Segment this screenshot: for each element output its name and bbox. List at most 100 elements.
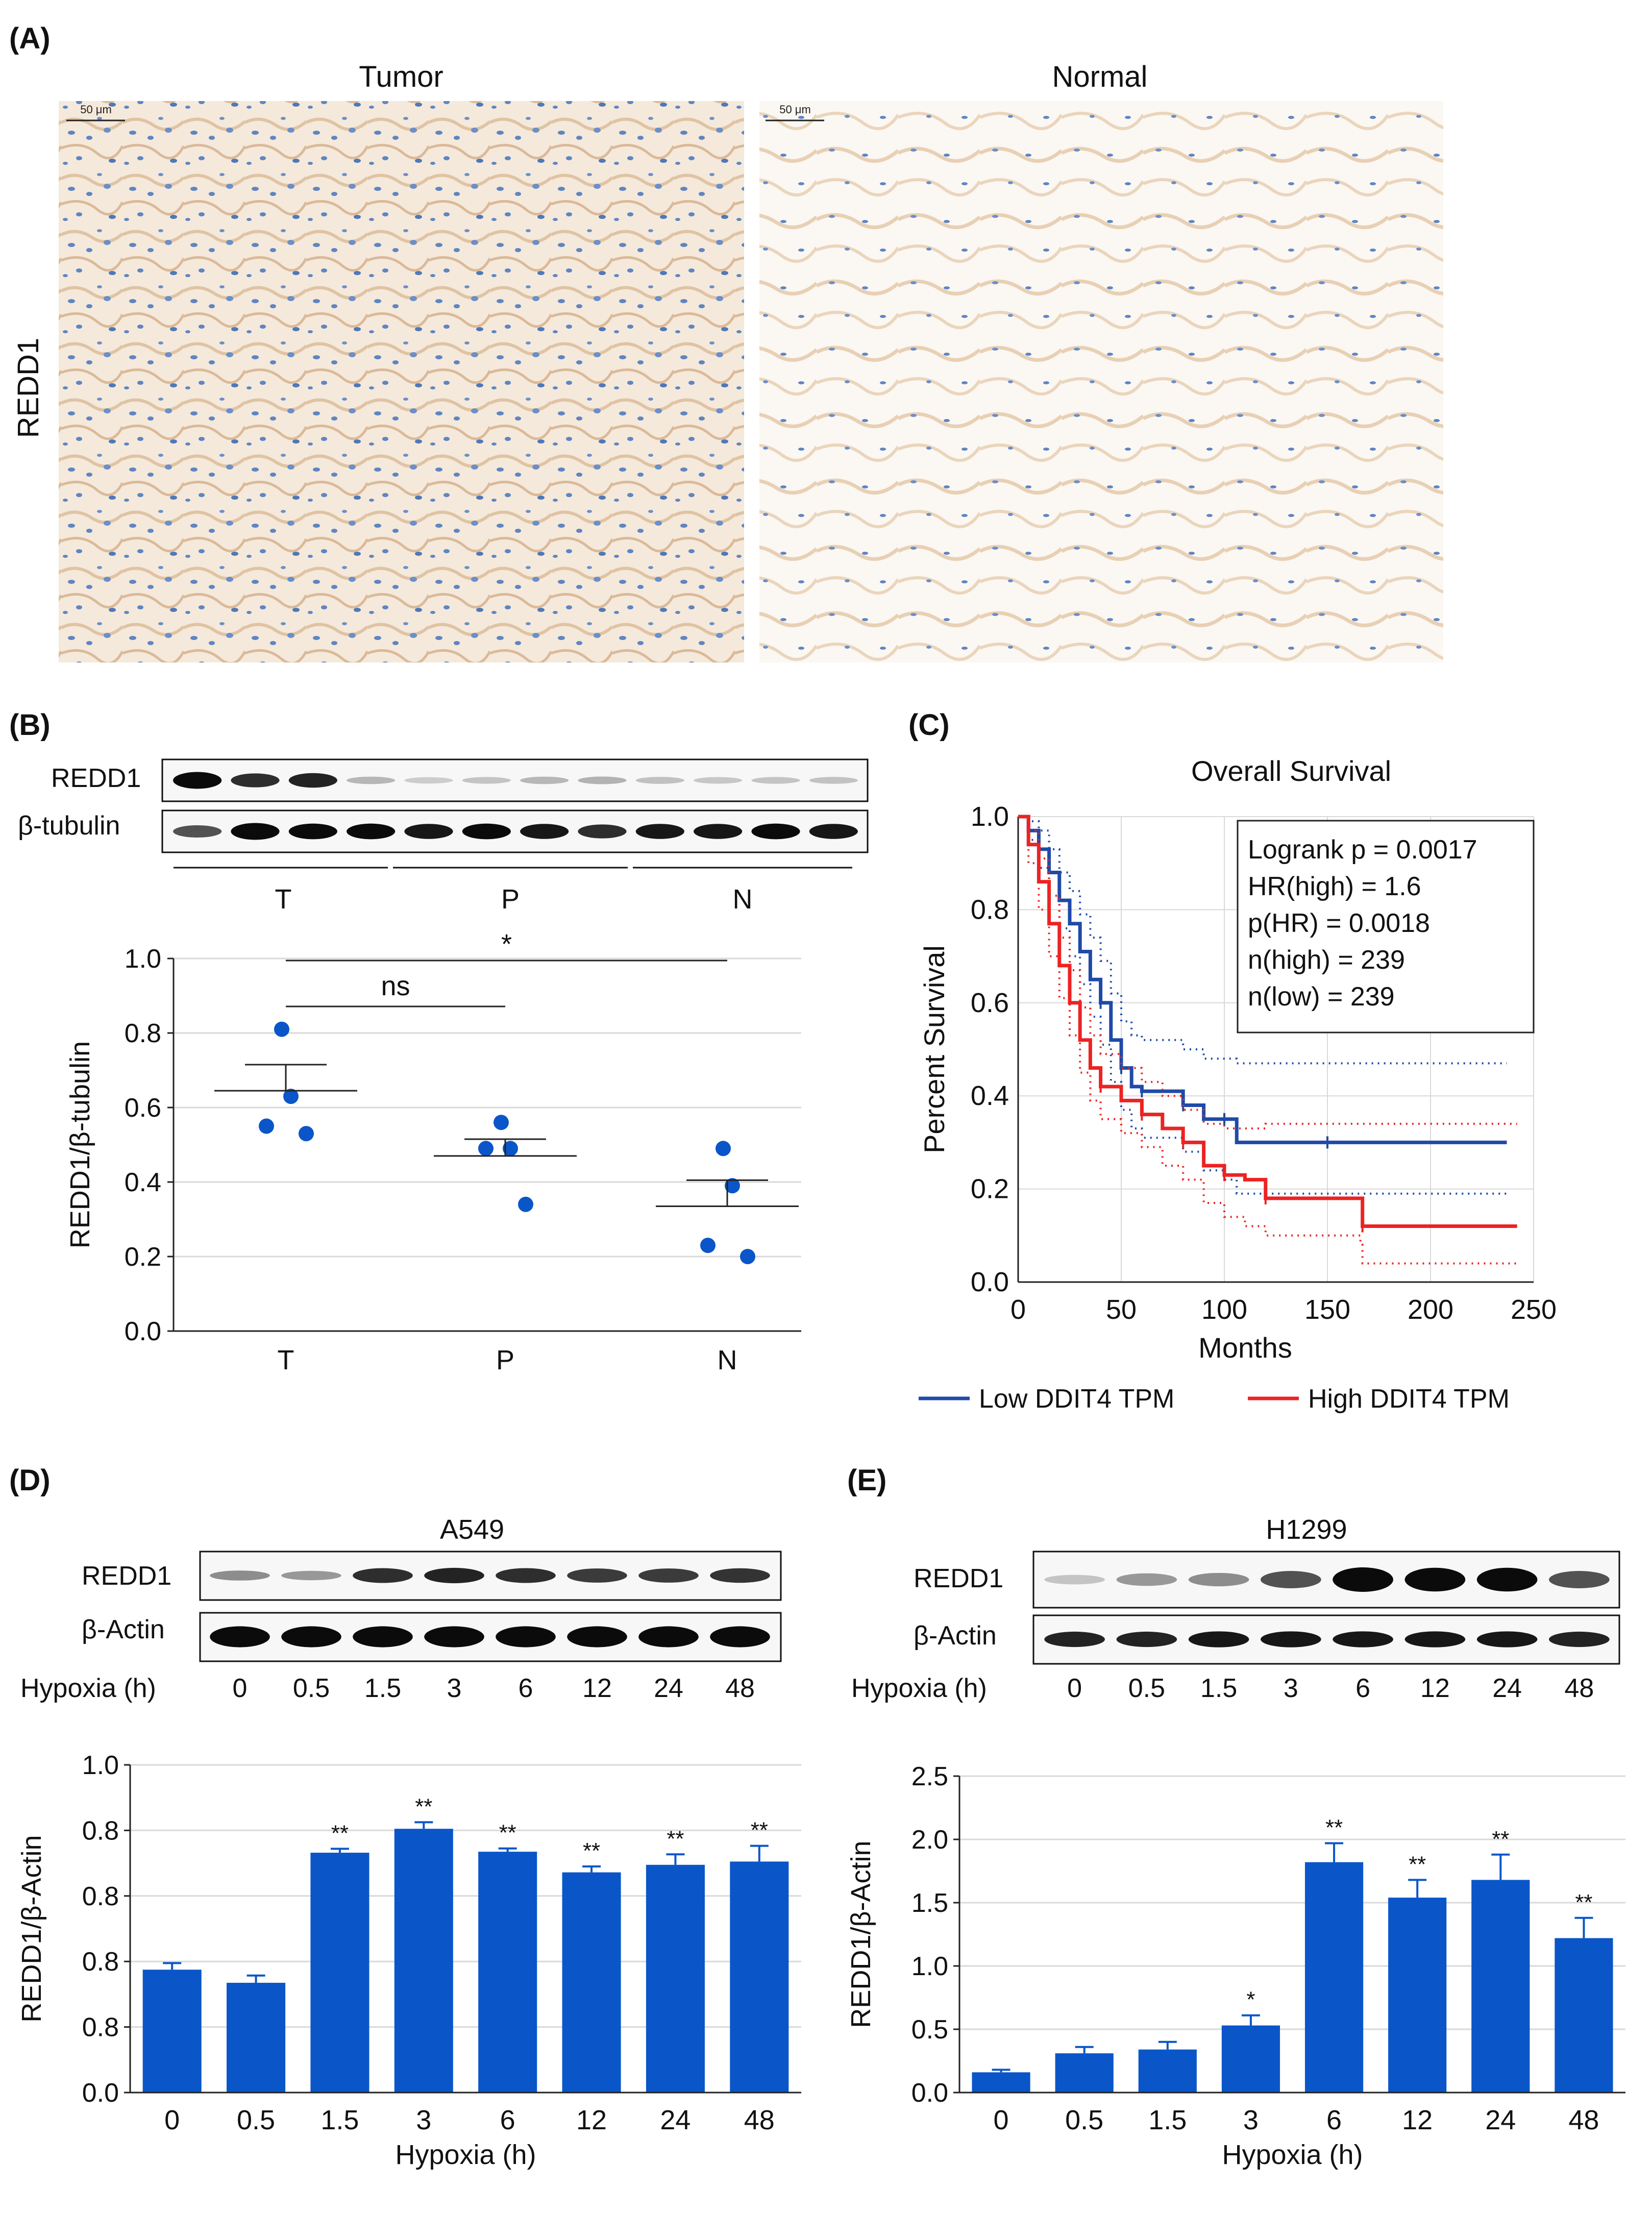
chart-d-bar-2 bbox=[310, 1853, 369, 2093]
blot-e-actin-label: β-Actin bbox=[914, 1621, 997, 1651]
blot-d-time-1: 0.5 bbox=[293, 1674, 330, 1703]
blot-d-redd1-band-7 bbox=[710, 1568, 770, 1583]
blot-b-tubulin-band-4 bbox=[404, 824, 453, 839]
panel-b: (B) REDD1 β-tubulin T P N 0.00.20.40.60.… bbox=[9, 708, 869, 1375]
chart-c-legend-label-1: High DDIT4 TPM bbox=[1308, 1384, 1510, 1414]
chart-e-ytick-label-4: 2.0 bbox=[911, 1825, 948, 1855]
blot-e-time-5: 12 bbox=[1420, 1674, 1450, 1703]
chart-c-xtick-label-0: 0 bbox=[1010, 1294, 1026, 1325]
panel-e: (E) H1299 REDD1 β-Actin Hypoxia (h) 0 0.5… bbox=[846, 1464, 1625, 2170]
blot-e-redd1-band-3 bbox=[1261, 1571, 1321, 1588]
chart-e-xtick-label-1: 0.5 bbox=[1065, 2105, 1103, 2135]
blot-b-redd1-band-7 bbox=[578, 776, 627, 784]
chart-b-ytick-label-2: 0.4 bbox=[125, 1168, 161, 1197]
blot-b-group-N: N bbox=[733, 884, 753, 915]
chart-d-xtick-label-4: 6 bbox=[500, 2105, 515, 2135]
blot-e-redd1-band-6 bbox=[1476, 1567, 1538, 1592]
chart-d-ytick-label-1: 0.8 bbox=[82, 2013, 119, 2043]
normal-scale-bar: 50 μm bbox=[766, 103, 824, 121]
blot-d-actin-band-6 bbox=[638, 1626, 699, 1647]
panel-a: (A) Tumor Normal REDD1 50 μm 50 μm bbox=[9, 22, 1443, 662]
chart-d-bar-0 bbox=[142, 1970, 202, 2093]
panel-b-label: (B) bbox=[9, 708, 51, 742]
chart-d-bar-3 bbox=[394, 1829, 453, 2093]
chart-c-stat-1: HR(high) = 1.6 bbox=[1248, 872, 1421, 901]
chart-d-bar-4 bbox=[478, 1852, 537, 2093]
tumor-title: Tumor bbox=[359, 60, 443, 93]
chart-e-ytick-label-2: 1.0 bbox=[911, 1952, 948, 1981]
chart-b-point-T-0 bbox=[274, 1021, 289, 1037]
chart-c-ytick-label-2: 0.4 bbox=[971, 1080, 1009, 1111]
chart-b-point-P-3 bbox=[518, 1196, 533, 1212]
chart-d-sig-7: ** bbox=[751, 1818, 768, 1843]
chart-e-xtick-label-3: 3 bbox=[1243, 2105, 1259, 2135]
chart-c-ytick-label-4: 0.8 bbox=[971, 894, 1009, 925]
chart-b-point-N-3 bbox=[740, 1249, 755, 1264]
chart-d-bar-5 bbox=[562, 1872, 621, 2093]
chart-c-xlabel: Months bbox=[1198, 1332, 1292, 1364]
blot-e-time-3: 3 bbox=[1284, 1674, 1298, 1703]
blot-d-time-3: 3 bbox=[447, 1674, 462, 1703]
panel-c-label: (C) bbox=[908, 708, 950, 742]
blot-e-time-1: 0.5 bbox=[1128, 1674, 1165, 1703]
blot-b-redd1-band-11 bbox=[809, 777, 858, 784]
chart-e-ytick-label-3: 1.5 bbox=[911, 1888, 948, 1918]
blot-b-redd1-band-8 bbox=[635, 777, 684, 784]
blot-d-cell-line: A549 bbox=[440, 1514, 504, 1545]
chart-c-stat-0: Logrank p = 0.0017 bbox=[1248, 835, 1477, 865]
blot-b-tubulin-band-9 bbox=[694, 824, 743, 839]
blot-e-cell-line: H1299 bbox=[1266, 1514, 1347, 1545]
blot-e-time-2: 1.5 bbox=[1200, 1674, 1237, 1703]
panel-e-label: (E) bbox=[847, 1464, 886, 1497]
chart-c-xtick-label-5: 250 bbox=[1511, 1294, 1557, 1325]
blot-d-time-0: 0 bbox=[233, 1674, 248, 1703]
blot-b-redd1-band-3 bbox=[347, 776, 396, 784]
blot-b-redd1-label: REDD1 bbox=[51, 764, 141, 793]
chart-b-xtick-label-T: T bbox=[278, 1345, 294, 1375]
blot-d-time-5: 12 bbox=[582, 1674, 612, 1703]
chart-e-bar-6 bbox=[1471, 1880, 1530, 2093]
tumor-ihc-image bbox=[59, 101, 744, 662]
blot-e-actin-band-4 bbox=[1333, 1631, 1393, 1647]
blot-e-actin-band-5 bbox=[1404, 1631, 1466, 1647]
blot-e-actin-band-6 bbox=[1476, 1631, 1538, 1647]
blot-e-redd1-band-5 bbox=[1404, 1567, 1466, 1592]
blot-b-redd1-band-6 bbox=[520, 776, 569, 784]
chart-c-xtick-label-1: 50 bbox=[1106, 1294, 1137, 1325]
chart-d-ytick-label-2: 0.8 bbox=[82, 1947, 119, 1977]
chart-d-ytick-label-5: 1.0 bbox=[82, 1751, 119, 1780]
blot-d-actin-label: β-Actin bbox=[82, 1615, 165, 1644]
chart-d-sig-6: ** bbox=[667, 1826, 684, 1851]
blot-b-redd1-band-2 bbox=[288, 773, 337, 788]
chart-c-xtick-label-3: 150 bbox=[1304, 1294, 1350, 1325]
chart-b-ylabel: REDD1/β-tubulin bbox=[65, 1041, 95, 1248]
chart-b-point-N-0 bbox=[716, 1141, 731, 1157]
chart-c-title: Overall Survival bbox=[1191, 755, 1391, 787]
blot-e-redd1-band-1 bbox=[1116, 1573, 1177, 1586]
chart-e-bar-5 bbox=[1388, 1898, 1447, 2093]
chart-c-xtick-label-2: 100 bbox=[1201, 1294, 1247, 1325]
chart-d-bar-1 bbox=[227, 1982, 286, 2093]
chart-c: Overall Survival 0 50 100 150 200 250 0.0 0.2 0.4… bbox=[918, 755, 1557, 1414]
panel-a-label: (A) bbox=[9, 22, 51, 55]
chart-c-stat-2: p(HR) = 0.0018 bbox=[1248, 908, 1430, 938]
blot-e-actin-band-7 bbox=[1549, 1631, 1610, 1647]
chart-d-bar-7 bbox=[730, 1861, 789, 2093]
blot-e-bands bbox=[1044, 1567, 1610, 1647]
blot-d-redd1-band-4 bbox=[496, 1568, 556, 1583]
chart-b-ytick-label-0: 0.0 bbox=[125, 1317, 161, 1346]
blot-e-redd1-band-4 bbox=[1333, 1567, 1393, 1592]
blot-d-time-4: 6 bbox=[519, 1674, 533, 1703]
blot-b-redd1-band-1 bbox=[231, 773, 280, 788]
chart-e-ylabel: REDD1/β-Actin bbox=[846, 1840, 876, 2028]
chart-e-bar-1 bbox=[1055, 2053, 1114, 2093]
chart-d-ylabel: REDD1/β-Actin bbox=[16, 1835, 47, 2022]
chart-d-sig-5: ** bbox=[583, 1838, 600, 1863]
chart-d-xtick-label-3: 3 bbox=[416, 2105, 431, 2135]
blot-b-tubulin-band-7 bbox=[578, 824, 627, 839]
blot-d-redd1-band-3 bbox=[424, 1567, 484, 1584]
blot-b-tubulin-band-1 bbox=[231, 823, 280, 840]
chart-c-ylabel: Percent Survival bbox=[918, 945, 950, 1153]
blot-d-redd1-band-2 bbox=[353, 1568, 413, 1583]
chart-d-xtick-label-6: 24 bbox=[660, 2105, 691, 2135]
